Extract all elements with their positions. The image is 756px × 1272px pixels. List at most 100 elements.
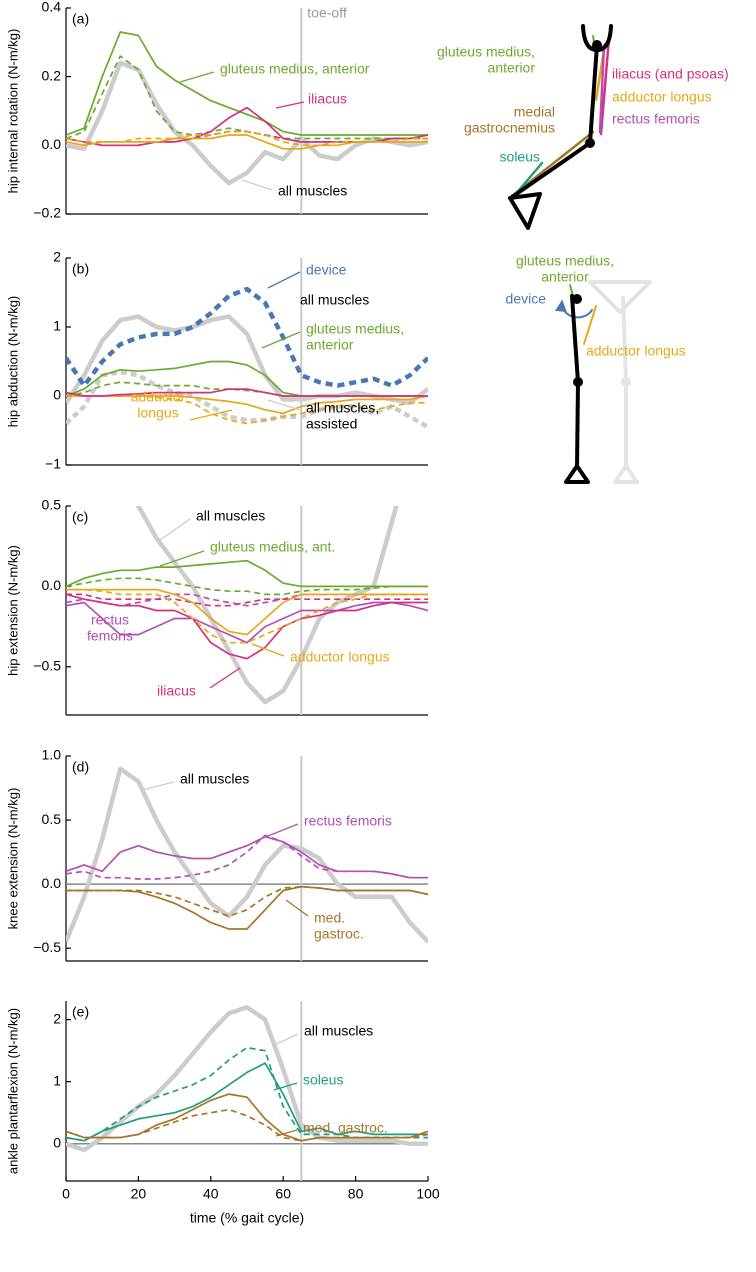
y-tick-label: −0.5: [33, 657, 61, 673]
annotation: gluteus medius,: [306, 321, 404, 337]
series-line: [66, 559, 428, 588]
series-line: [66, 369, 428, 430]
y-axis-title: knee extension (N-m/kg): [5, 788, 20, 930]
series-line: [66, 130, 428, 147]
series-line: [66, 766, 428, 944]
series-line: [66, 593, 428, 607]
y-tick-label: 1: [53, 1072, 61, 1088]
y-axis-title: ankle plantarflexion (N-m/kg): [5, 1008, 20, 1174]
annotation: femoris: [87, 628, 133, 644]
annotation: gastroc.: [314, 926, 364, 942]
x-axis-title: time (% gait cycle): [190, 1210, 304, 1226]
leader-line: [241, 179, 273, 191]
series-line: [66, 885, 428, 918]
x-tick-label: 20: [131, 1186, 147, 1202]
x-tick-label: 80: [348, 1186, 364, 1202]
y-tick-label: 2: [53, 249, 61, 265]
panel: (d) knee extension (N-m/kg) −0.5 0.0 0.5 1.0 a…: [5, 747, 428, 962]
diagram-label: anterior: [541, 269, 589, 285]
diagram-label: anterior: [488, 60, 536, 76]
panel-label: (a): [72, 11, 89, 27]
leader-line: [275, 101, 305, 109]
series-line: [66, 601, 428, 644]
diagram-label: gastrocnemius: [464, 120, 555, 136]
diagram-label: rectus femoris: [612, 111, 700, 127]
series-line: [66, 1062, 428, 1142]
y-tick-label: −1: [45, 456, 61, 472]
annotation: all muscles: [180, 771, 249, 787]
series-line: [66, 577, 428, 596]
y-axis-title: hip abduction (N-m/kg): [5, 296, 20, 428]
y-tick-label: −0.5: [33, 939, 61, 955]
y-tick-label: 0.0: [42, 136, 62, 152]
diagram-leg-2: [555, 280, 652, 484]
series-line: [66, 1004, 428, 1153]
series-line: [66, 588, 428, 636]
annotation: longus: [137, 405, 178, 421]
x-tick-label: 0: [62, 1186, 70, 1202]
annotation: rectus: [91, 612, 129, 628]
diagram-label: adductor longus: [586, 343, 686, 359]
annotation: all muscles,: [306, 400, 379, 416]
panel-label: (e): [72, 1004, 89, 1020]
diagram-label: gluteus medius,: [516, 253, 614, 269]
y-tick-label: 2: [53, 1010, 61, 1026]
leader-line: [159, 518, 191, 541]
x-tick-label: 100: [416, 1186, 440, 1202]
diagram-label: device: [506, 291, 547, 307]
leader-line: [285, 899, 309, 917]
leader-line: [275, 1129, 298, 1137]
annotation: gluteus medius, ant.: [210, 539, 335, 555]
series-line: [66, 314, 428, 406]
diagram-label: iliacus (and psoas): [612, 66, 729, 82]
y-tick-label: 0.5: [42, 811, 62, 827]
y-tick-label: 1: [53, 318, 61, 334]
leader-line: [273, 1082, 298, 1091]
annotation: assisted: [306, 416, 357, 432]
annotation: all muscles: [278, 183, 347, 199]
y-tick-label: 1.0: [42, 747, 62, 763]
leader-line: [251, 643, 285, 657]
annotation: gluteus medius, anterior: [220, 61, 370, 77]
x-tick-label: 60: [275, 1186, 291, 1202]
diagram-label: gluteus medius,: [437, 44, 535, 60]
annotation: adductor: [131, 389, 186, 405]
series-line: [66, 286, 428, 388]
leader-line: [267, 399, 301, 411]
leader-line: [271, 1033, 299, 1047]
annotation: all muscles: [304, 1023, 373, 1039]
annotation: device: [306, 262, 347, 278]
annotation: iliacus: [308, 91, 347, 107]
leader-line: [267, 823, 299, 837]
series-line: [66, 60, 428, 186]
y-tick-label: 0: [53, 1134, 61, 1150]
leader-line: [261, 331, 301, 349]
annotation: iliacus: [157, 683, 196, 699]
y-tick-label: 0: [53, 387, 61, 403]
annotation: adductor longus: [290, 649, 390, 665]
annotation: med.: [314, 910, 345, 926]
annotation: soleus: [303, 1072, 343, 1088]
y-axis-title: hip extension (N-m/kg): [5, 545, 20, 676]
diagram-leg-1: [508, 24, 613, 230]
annotation: med. gastroc.: [303, 1120, 388, 1136]
annotation: all muscles: [196, 508, 265, 524]
leader-line: [209, 667, 241, 689]
series-line: [66, 388, 428, 397]
toe-off-label: toe-off: [307, 5, 347, 21]
y-tick-label: 0.5: [42, 497, 62, 513]
panel: (a) hip internal rotation (N-m/kg) −0.2 0.0…: [5, 0, 428, 221]
y-axis-title: hip internal rotation (N-m/kg): [5, 29, 20, 194]
diagram-label: soleus: [500, 149, 540, 165]
diagram-label: adductor longus: [612, 89, 712, 105]
series-line: [66, 593, 428, 607]
leader-line: [189, 409, 233, 421]
series-line: [66, 588, 428, 644]
annotation: rectus femoris: [304, 813, 392, 829]
y-tick-label: 0.4: [42, 0, 62, 15]
series-line: [66, 31, 428, 136]
annotation: anterior: [306, 337, 354, 353]
leader-line: [267, 271, 301, 289]
y-tick-label: 0.0: [42, 577, 62, 593]
